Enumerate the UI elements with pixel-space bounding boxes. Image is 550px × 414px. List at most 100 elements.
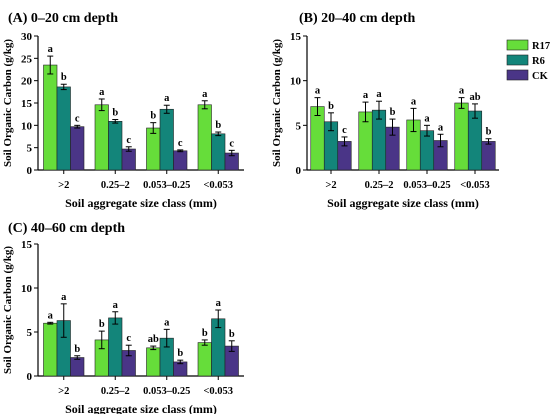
bar-r6 xyxy=(467,110,483,171)
legend-label-ck: CK xyxy=(532,71,549,82)
x-tick-label: >2 xyxy=(58,386,69,397)
bar-ck xyxy=(481,141,496,171)
significance-letter: b xyxy=(74,344,80,355)
y-axis-label: Soil Organic Carbon (g/kg) xyxy=(2,39,14,167)
bar-ck xyxy=(121,148,136,171)
significance-letter: c xyxy=(229,138,234,149)
chart-title: (A) 0–20 cm depth xyxy=(8,11,118,26)
significance-letter: c xyxy=(126,333,131,344)
bar-r6 xyxy=(108,317,123,377)
legend-swatch-ck xyxy=(506,69,529,81)
significance-letter: b xyxy=(390,107,396,118)
x-tick-label: <0.053 xyxy=(203,180,233,191)
significance-letter: b xyxy=(215,120,221,131)
significance-letter: a xyxy=(202,89,208,100)
y-tick-label: 10 xyxy=(21,120,33,132)
bar-r6 xyxy=(108,121,123,171)
significance-letter: a xyxy=(99,87,105,98)
x-tick-label: <0.053 xyxy=(460,180,490,191)
bar-r6 xyxy=(211,133,226,171)
y-tick-label: 30 xyxy=(21,31,33,43)
bar-r6 xyxy=(159,108,174,171)
significance-letter: c xyxy=(126,135,131,146)
chart-panel-0: (A) 0–20 cm depth 0 5 10 15 20 25 30 Soil Organi… xyxy=(2,11,244,210)
chart-title: (B) 20–40 cm depth xyxy=(299,11,415,26)
y-tick-label: 15 xyxy=(290,31,302,43)
x-tick-label: 0.25–2 xyxy=(101,180,130,191)
y-tick-label: 0 xyxy=(296,165,302,177)
y-tick-label: 0 xyxy=(27,371,33,383)
bar-r17 xyxy=(94,104,109,171)
bar-r17 xyxy=(197,104,212,171)
y-axis-label: Soil Organic Carbon (g/kg) xyxy=(2,246,14,374)
significance-letter: b xyxy=(177,348,183,359)
bar-ck xyxy=(70,126,85,171)
y-tick-label: 25 xyxy=(21,53,33,65)
significance-letter: ab xyxy=(469,92,480,103)
significance-letter: b xyxy=(99,319,105,330)
bar-r17 xyxy=(146,347,161,377)
bar-r17 xyxy=(146,127,161,171)
bar-ck xyxy=(173,150,188,171)
x-axis-label: Soil aggregate size class (mm) xyxy=(65,196,217,210)
bar-r17 xyxy=(43,64,58,171)
x-tick-label: 0.053–0.25 xyxy=(143,180,190,191)
significance-letter: c xyxy=(178,138,183,149)
x-tick-label: >2 xyxy=(325,180,336,191)
x-axis-label: Soil aggregate size class (mm) xyxy=(65,402,217,414)
significance-letter: a xyxy=(424,113,430,124)
bar-r17 xyxy=(454,102,469,171)
significance-letter: b xyxy=(229,329,235,340)
legend-swatch-r6 xyxy=(506,54,529,66)
significance-letter: b xyxy=(202,328,208,339)
y-tick-label: 0 xyxy=(27,165,33,177)
chart-panel-1: (B) 20–40 cm depth 0 5 10 15 Soil Organic Car… xyxy=(271,11,499,210)
significance-letter: a xyxy=(315,86,321,97)
y-tick-label: 15 xyxy=(21,98,33,110)
bar-r17 xyxy=(43,322,58,377)
legend-swatch-r17 xyxy=(506,39,529,51)
significance-letter: a xyxy=(411,96,417,107)
x-tick-label: >2 xyxy=(58,180,69,191)
bar-r6 xyxy=(419,130,435,171)
chart-title: (C) 40–60 cm depth xyxy=(8,221,125,236)
x-axis-label: Soil aggregate size class (mm) xyxy=(327,196,479,210)
significance-letter: a xyxy=(113,300,119,311)
y-tick-label: 5 xyxy=(296,120,302,132)
y-tick-label: 15 xyxy=(21,239,33,251)
significance-letter: a xyxy=(376,89,382,100)
x-tick-label: 0.25–2 xyxy=(365,180,394,191)
bar-r17 xyxy=(197,342,212,377)
significance-letter: ab xyxy=(148,334,159,345)
y-tick-label: 10 xyxy=(290,76,302,88)
y-tick-label: 20 xyxy=(21,76,33,88)
significance-letter: a xyxy=(363,90,369,101)
significance-letter: a xyxy=(164,317,170,328)
significance-letter: c xyxy=(75,113,80,124)
legend: R17 R6 CK xyxy=(506,39,550,82)
y-tick-label: 10 xyxy=(21,283,33,295)
significance-letter: b xyxy=(150,111,156,122)
y-axis-label: Soil Organic Carbon (g/kg) xyxy=(271,39,283,167)
significance-letter: a xyxy=(164,93,170,104)
x-tick-label: 0.053–0.25 xyxy=(403,180,450,191)
significance-letter: b xyxy=(328,101,334,112)
x-tick-label: <0.053 xyxy=(203,386,233,397)
significance-letter: a xyxy=(459,86,465,97)
significance-letter: a xyxy=(61,292,67,303)
x-tick-label: 0.053–0.25 xyxy=(143,386,190,397)
significance-letter: c xyxy=(342,125,347,136)
significance-letter: b xyxy=(486,127,492,138)
x-tick-label: 0.25–2 xyxy=(101,386,130,397)
bar-ck xyxy=(70,357,85,377)
bar-r6 xyxy=(56,86,71,171)
y-tick-label: 5 xyxy=(27,143,33,155)
y-tick-label: 5 xyxy=(27,327,33,339)
bar-r17 xyxy=(310,106,325,171)
significance-letter: a xyxy=(48,44,54,55)
significance-letter: b xyxy=(112,108,118,119)
significance-letter: a xyxy=(48,310,54,321)
legend-label-r17: R17 xyxy=(532,41,550,52)
chart-panel-2: (C) 40–60 cm depth 0 5 10 15 Soil Organic Car… xyxy=(2,221,244,414)
